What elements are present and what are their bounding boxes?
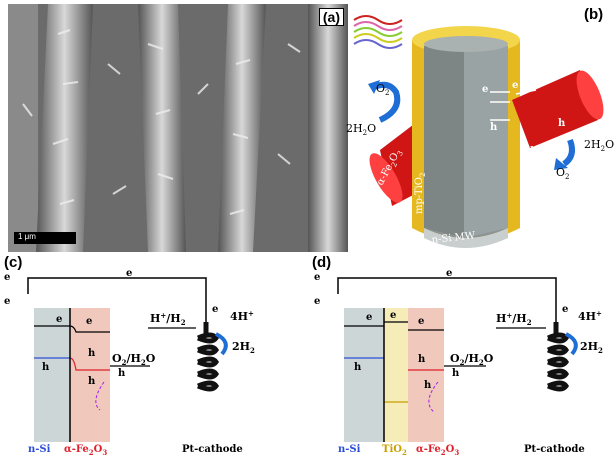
fe2o3-region-d <box>408 308 444 442</box>
electron-label-2: e <box>512 80 518 91</box>
h2-evolution-arrow <box>215 332 228 356</box>
sem-texture <box>8 4 348 252</box>
external-circuit <box>27 277 207 322</box>
fe2o3-rod-right <box>512 70 604 148</box>
charge-arrows <box>490 89 537 121</box>
electron-inner-2-d: e <box>390 310 396 321</box>
hole-inner-2: h <box>42 362 50 373</box>
hole-inner-1: h <box>88 348 96 359</box>
external-circuit-d <box>337 277 557 322</box>
h2o-left-label: 2H2O <box>346 122 376 137</box>
four-h-label-d: 4H+ <box>578 309 602 323</box>
electron-label-1: e <box>482 84 488 95</box>
pt-cathode-label-d: Pt-cathode <box>524 444 585 455</box>
electron-right-d: e <box>562 304 568 315</box>
n-si-region-d <box>344 308 384 442</box>
scale-bar: 1 μm <box>14 232 76 244</box>
o2-left-label: O2 <box>376 82 390 97</box>
electron-inner-1: e <box>56 314 62 325</box>
n-si-label-d: n-Si <box>338 444 361 455</box>
hole-transfer-arrow-d <box>428 381 439 413</box>
pt-cathode-label-c: Pt-cathode <box>182 444 243 455</box>
nanowire-schematic: O2 2H2O 2H2O O2 α-Fe2O3 mp-TiO2 n-Si MW … <box>346 15 614 248</box>
hole-bottom: h <box>88 376 96 387</box>
fe2o3-cb <box>69 325 110 333</box>
electron-mid-d: e <box>446 268 452 279</box>
electron-left-d: e <box>314 296 320 307</box>
electron-right: e <box>212 304 218 315</box>
pt-cathode-coil-d <box>547 322 570 392</box>
water-oxidation-arrows <box>370 81 575 167</box>
nanowire-cylinder <box>412 26 520 248</box>
h-h2-label: H+/H2 <box>150 311 186 327</box>
electron-left: e <box>4 296 10 307</box>
tio2-region-d <box>384 308 408 442</box>
four-h-label: 4H+ <box>230 309 254 323</box>
arrow-head-right <box>554 158 568 170</box>
electron-inner-1-d: e <box>366 312 372 323</box>
panel-label-a: (a) <box>318 8 344 26</box>
hole-out-d: h <box>452 368 460 379</box>
arrow-head-left <box>368 80 380 94</box>
two-h2-label: 2H2 <box>232 340 255 355</box>
o2-right-label: O2 <box>556 166 570 181</box>
hole-label-3: h <box>530 146 538 157</box>
hole-label-1: h <box>490 122 498 133</box>
electron-label-3: e <box>538 78 544 89</box>
h2o-right-label: 2H2O <box>584 138 614 153</box>
h2-evolution-arrow-d <box>565 332 578 356</box>
n-si-label: n-Si <box>28 444 51 455</box>
electron-inner-2: e <box>86 316 92 327</box>
hole-inner-1-d: h <box>418 354 426 365</box>
tio2-label-d: TiO2 <box>382 444 407 456</box>
n-si-mw-label: n-Si MW <box>431 230 476 246</box>
o2-h2o-label: O2/H2O <box>112 352 156 367</box>
nanowire-array-icon <box>353 15 403 49</box>
panel-label-b: (b) <box>584 6 604 23</box>
h-h2-label-d: H+/H2 <box>496 311 532 327</box>
panel-label-d: (d) <box>312 254 332 271</box>
fe2o3-label-d: α-Fe2O3 <box>416 444 459 456</box>
mp-tio2-label: mp-TiO2 <box>414 173 427 214</box>
o2-h2o-label-d: O2/H2O <box>450 352 494 367</box>
panel-label-c: (c) <box>4 254 23 271</box>
sem-image: (a) 1 μm <box>8 4 348 252</box>
electron-top: e <box>4 272 10 283</box>
band-diagram-d: e e e e e e e h h h h H+/H2 O2/H2O 4H+ 2… <box>314 268 603 456</box>
band-diagram-c: e e e e e e h h h h H+/H2 O2/H2O 4H+ 2H2… <box>4 268 255 456</box>
hole-out: h <box>118 368 126 379</box>
fe2o3-region <box>70 308 110 442</box>
n-si-region <box>34 308 70 442</box>
electron-top-d: e <box>314 272 320 283</box>
hole-label-2: h <box>558 118 566 129</box>
hole-inner-3-d: h <box>424 380 432 391</box>
two-h2-label-d: 2H2 <box>580 340 603 355</box>
electron-inner-3-d: e <box>418 316 424 327</box>
pt-cathode-coil <box>197 322 220 392</box>
fe2o3-vb <box>69 357 110 371</box>
hole-inner-2-d: h <box>354 362 362 373</box>
fe2o3-label-c: α-Fe2O3 <box>64 444 107 456</box>
scale-bar-label: 1 μm <box>18 232 36 241</box>
electron-mid: e <box>126 268 132 279</box>
